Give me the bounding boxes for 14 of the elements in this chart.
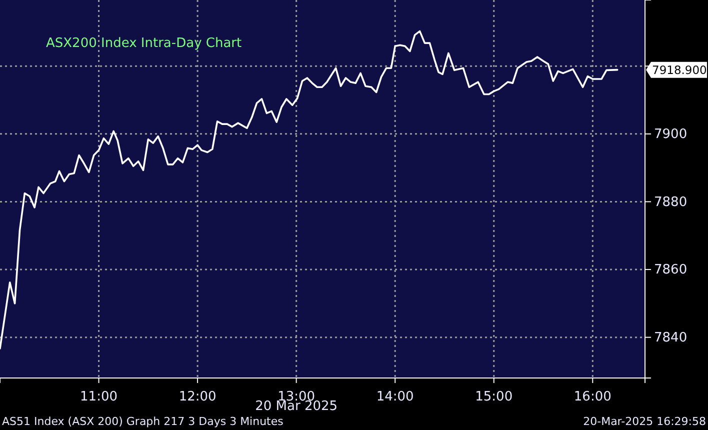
y-tick-label: 7900 xyxy=(654,127,688,142)
x-tick-label: 15:00 xyxy=(475,389,513,404)
x-tick-label: 16:00 xyxy=(574,389,612,404)
y-tick-label: 7860 xyxy=(654,262,688,278)
line-series xyxy=(0,30,618,350)
text: ASX200 Index Intra-Day Chart xyxy=(46,36,242,51)
x-tick-label: 11:00 xyxy=(80,389,118,404)
x-tick-label: 14:00 xyxy=(376,389,414,404)
y-tick-label: 7840 xyxy=(654,330,688,346)
text: AS51 Index (ASX 200) Graph 217 3 Days 3 Minutes xyxy=(2,415,284,428)
text: 20-Mar-2025 16:29:58 xyxy=(583,415,706,428)
y-tick-label: 7880 xyxy=(654,194,688,210)
x-tick-label: 12:00 xyxy=(178,389,216,404)
text: 7918.900 xyxy=(652,62,707,77)
